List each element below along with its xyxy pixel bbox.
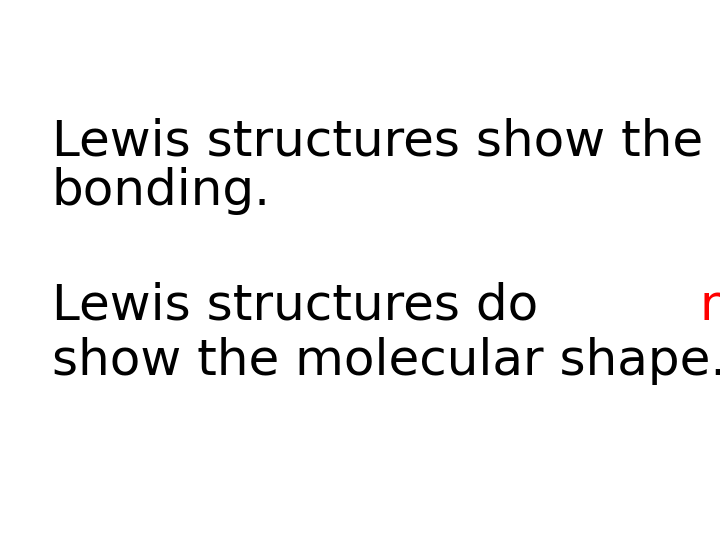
Text: Lewis structures do: Lewis structures do [52,282,554,330]
Text: bonding.: bonding. [52,167,271,215]
Text: show the molecular shape.: show the molecular shape. [52,337,720,385]
Text: not: not [700,282,720,330]
Text: Lewis structures show the: Lewis structures show the [52,117,703,165]
